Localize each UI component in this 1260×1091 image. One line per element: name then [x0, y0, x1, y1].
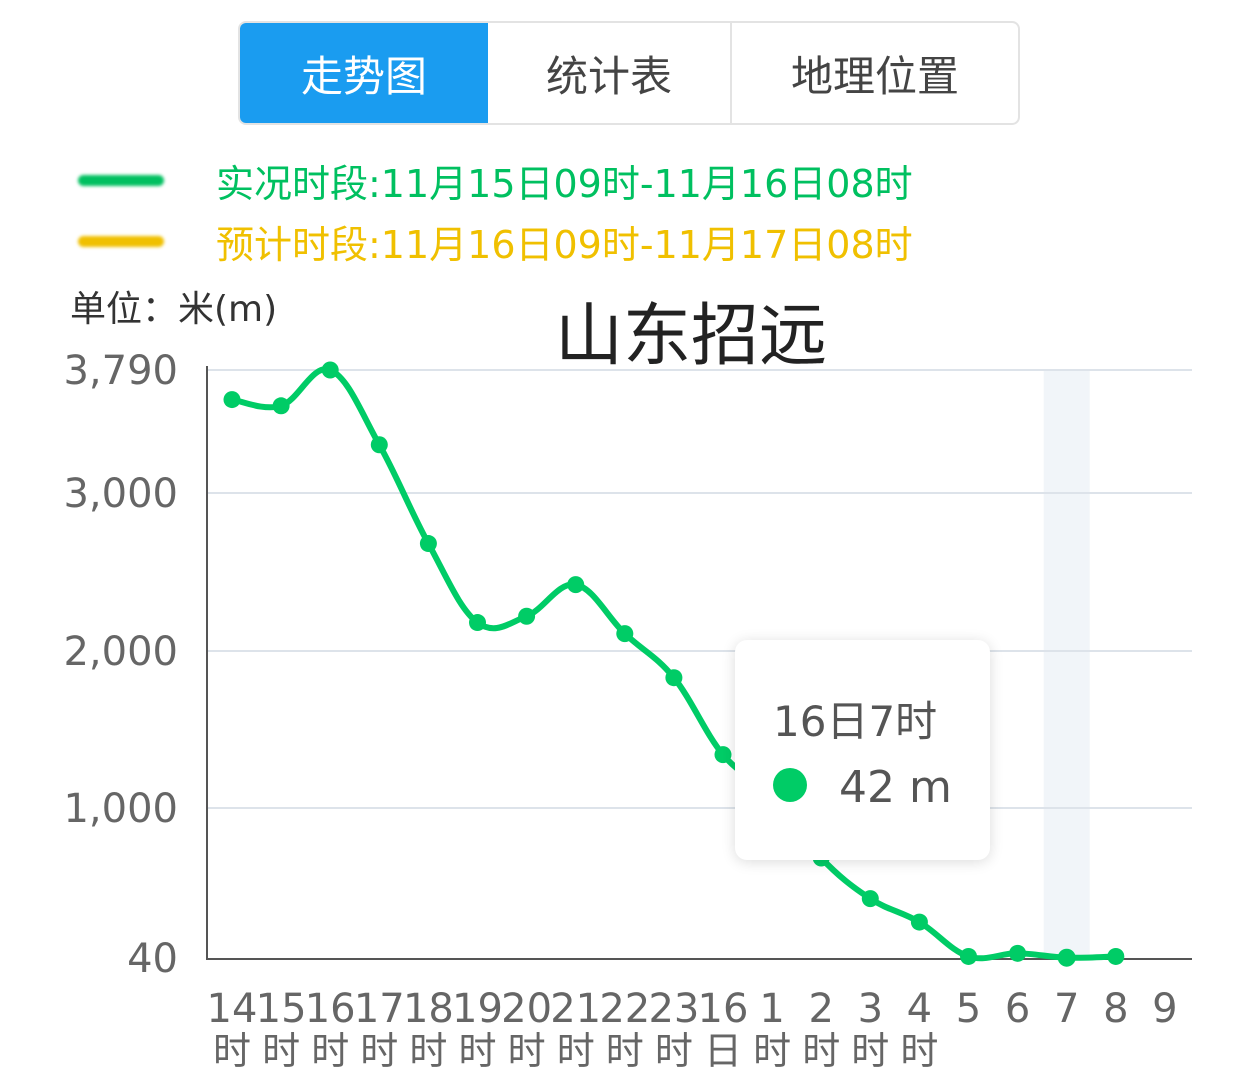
x-tick-label-unit: 时 — [557, 1029, 595, 1073]
x-tick-label: 17 — [354, 986, 405, 1032]
data-point — [910, 913, 928, 931]
legend-forecast[interactable]: 预计时段:11月16日09时-11月17日08时 — [78, 216, 913, 267]
x-tick-label-unit: 时 — [851, 1029, 889, 1073]
x-tick-label: 3 — [858, 986, 883, 1032]
x-tick-label-unit: 时 — [606, 1029, 644, 1073]
y-tick-label: 3,000 — [63, 471, 178, 517]
x-tick-label: 9 — [1152, 986, 1177, 1032]
x-tick-label: 7 — [1054, 986, 1079, 1032]
x-tick-label-unit: 时 — [508, 1029, 546, 1073]
x-tick-label: 16 — [305, 986, 356, 1032]
data-point — [223, 391, 241, 409]
x-tick-label: 21 — [550, 986, 601, 1032]
x-tick-label-unit: 时 — [409, 1029, 447, 1073]
x-tick-label: 22 — [599, 986, 650, 1032]
data-point — [321, 361, 339, 379]
x-tick-label: 6 — [1005, 986, 1030, 1032]
x-tick-label: 18 — [403, 986, 454, 1032]
data-point — [960, 947, 977, 965]
data-point — [861, 890, 879, 908]
x-tick-label: 4 — [907, 986, 932, 1032]
x-tick-label: 14 — [207, 986, 258, 1032]
x-tick-label: 5 — [956, 986, 981, 1032]
data-point — [616, 625, 634, 643]
x-tick-label-unit: 时 — [900, 1029, 938, 1073]
legend-observed-swatch — [78, 174, 164, 186]
y-tick-label: 2,000 — [63, 629, 178, 675]
x-tick-label-unit: 时 — [213, 1029, 251, 1073]
unit-label: 单位：米(m) — [70, 289, 278, 330]
x-tick-label: 23 — [648, 986, 699, 1032]
data-point — [714, 746, 732, 764]
x-tick-label-unit: 时 — [458, 1029, 496, 1073]
data-point — [419, 535, 437, 553]
legend-observed-label: 实况时段:11月15日09时-11月16日08时 — [216, 161, 913, 206]
y-tick-label: 3,790 — [63, 348, 178, 394]
x-tick-label: 8 — [1103, 986, 1128, 1032]
x-tick-label: 20 — [501, 986, 552, 1032]
x-tick-label-unit: 时 — [360, 1029, 398, 1073]
data-point — [1009, 944, 1027, 962]
x-tick-label: 19 — [452, 986, 503, 1032]
x-tick-label-unit: 日 — [704, 1029, 742, 1073]
highlight-band — [1043, 370, 1090, 958]
data-point — [370, 436, 388, 454]
legend-forecast-swatch — [78, 235, 164, 247]
x-tick-label-unit: 时 — [655, 1029, 693, 1073]
view-tabs: 走势图 统计表 地理位置 — [238, 21, 1020, 125]
x-tick-label: 1 — [759, 986, 784, 1032]
data-point — [469, 614, 486, 632]
chart-title: 山东招远 — [555, 297, 828, 376]
x-tick-label: 2 — [808, 986, 833, 1032]
tab-table[interactable]: 统计表 — [488, 23, 732, 123]
legend-forecast-label: 预计时段:11月16日09时-11月17日08时 — [216, 222, 913, 267]
x-tick-label: 16 — [698, 986, 749, 1032]
tooltip-dot-icon — [773, 768, 807, 802]
data-point — [1107, 947, 1125, 965]
tab-location[interactable]: 地理位置 — [790, 51, 959, 101]
data-point — [518, 607, 536, 625]
data-point — [665, 669, 683, 687]
tooltip: 16日7时 42 m — [735, 640, 990, 860]
legend-observed[interactable]: 实况时段:11月15日09时-11月16日08时 — [78, 155, 913, 206]
y-tick-label: 40 — [127, 936, 178, 982]
tooltip-value: 42 m — [839, 762, 952, 813]
data-point — [1057, 948, 1076, 967]
x-tick-label-unit: 时 — [802, 1029, 840, 1073]
data-point — [272, 397, 290, 415]
data-point — [567, 576, 585, 594]
tooltip-time: 16日7时 — [773, 697, 938, 746]
x-tick-label: 15 — [256, 986, 307, 1032]
x-tick-label-unit: 时 — [311, 1029, 349, 1073]
x-tick-label-unit: 时 — [753, 1029, 791, 1073]
y-tick-label: 1,000 — [63, 786, 178, 832]
x-tick-label-unit: 时 — [262, 1029, 300, 1073]
tab-trend[interactable]: 走势图 — [240, 23, 488, 123]
